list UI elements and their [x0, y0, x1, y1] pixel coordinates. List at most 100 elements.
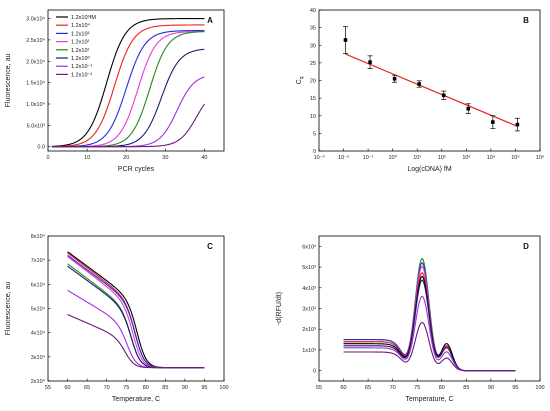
data-point: [343, 38, 348, 42]
x-tick-label-B: 10²: [438, 155, 446, 161]
y-tick-label-D: 6x10³: [302, 244, 316, 250]
y-tick-label-A: 3.0x10⁴: [26, 16, 46, 23]
panel-letter-D: D: [523, 242, 529, 251]
chart-panel-B: 10⁻³ 10⁻² 10⁻¹ 10⁰ 10¹ 10² 10³ 10⁴ 10⁵ 10⁶ 0 5 10 15 2…: [296, 8, 544, 173]
x-tick-label-D: 95: [512, 385, 518, 391]
x-tick-label-D: 90: [488, 385, 494, 391]
x-tick-label-C: 70: [104, 385, 110, 391]
y-tick-label-B: 10: [310, 114, 316, 120]
panel-letter-A: A: [207, 16, 213, 25]
y-tick-label-A: 2.0x10⁴: [26, 58, 46, 65]
plot-frame-B: [318, 9, 541, 152]
x-tick-label-D: 75: [414, 385, 420, 391]
x-tick-label-A: 0: [46, 155, 49, 161]
legend-label: 1.2x10⁻²: [71, 72, 92, 78]
series-line-8: [67, 314, 205, 369]
y-tick-label-C: 6x10⁴: [31, 281, 46, 288]
chart-panel-C: 55 60 65 70 75 80 85 90 95 100 2x10⁴ 3x10⁴ 4x10⁴ 5x10…: [5, 233, 229, 403]
data-point: [392, 76, 397, 81]
fit-line: [345, 53, 518, 127]
x-tick-label-B: 10⁰: [389, 154, 398, 161]
panel-letter-B: B: [523, 16, 529, 25]
legend-label: 1.2x10⁰: [71, 55, 91, 62]
series-line-2: [51, 24, 205, 148]
x-tick-label-D: 60: [340, 385, 346, 391]
y-tick-label-D: 2x10³: [302, 327, 316, 333]
x-axis-label-C: Temperature, C: [112, 396, 160, 403]
y-tick-label-B: 20: [310, 79, 316, 85]
x-tick-label-C: 95: [201, 385, 207, 391]
data-point: [417, 82, 421, 86]
x-axis-label-D: Temperature, C: [405, 396, 453, 403]
x-tick-label-C: 60: [64, 385, 70, 391]
x-tick-label-A: 40: [201, 155, 207, 161]
chart-panel-D: 55 60 65 70 75 80 85 90 95 100 0 1x10³ 2x10³ 3x10³ 4x1…: [276, 235, 545, 403]
panel-letter-C: C: [207, 242, 213, 251]
y-tick-label-C: 8x10⁴: [31, 233, 46, 240]
legend-label: 1.2x10²: [71, 40, 90, 46]
x-tick-label-C: 55: [45, 385, 51, 391]
series-line-5: [343, 275, 516, 372]
y-axis-label-subscript-B: q: [299, 76, 305, 79]
y-tick-label-C: 4x10⁴: [31, 330, 46, 337]
y-tick-label-B: 15: [310, 96, 316, 102]
y-tick-label-A: 1.0x10⁴: [26, 101, 46, 108]
x-tick-label-C: 65: [84, 385, 90, 391]
y-tick-label-B: 25: [310, 61, 316, 67]
x-tick-label-B: 10⁻²: [338, 155, 349, 161]
data-point: [515, 122, 520, 127]
y-axis-label-C: Fluorescence, au: [5, 282, 12, 336]
x-tick-label-B: 10⁻¹: [363, 155, 374, 161]
x-tick-label-B: 10⁵: [511, 154, 519, 161]
legend-label: 1.2x10¹: [71, 48, 90, 54]
x-axis-label-A: PCR cycles: [118, 166, 155, 173]
series-line-7: [51, 76, 205, 148]
series-line-8: [343, 321, 516, 372]
y-axis-label-B: Cq: [296, 76, 305, 84]
x-tick-label-B: 10⁴: [487, 154, 496, 161]
y-tick-label-B: 0: [313, 149, 316, 155]
x-tick-label-D: 100: [535, 385, 544, 391]
y-tick-label-A: 0.0: [37, 145, 45, 151]
y-tick-label-D: 4x10³: [302, 286, 316, 292]
legend-label: 1.2x10³: [71, 31, 90, 37]
x-tick-label-D: 70: [390, 385, 396, 391]
y-tick-label-C: 7x10⁴: [31, 257, 46, 264]
data-point: [441, 93, 446, 98]
legend-label: 1.2x10⁴: [71, 22, 91, 29]
x-tick-label-A: 20: [123, 155, 129, 161]
y-tick-label-B: 5: [313, 131, 316, 137]
x-tick-label-A: 10: [84, 155, 90, 161]
y-tick-label-B: 35: [310, 26, 316, 32]
legend-label: 1.2x10⁵fM: [71, 14, 96, 21]
y-axis-label-D: -d(RFU/dt): [276, 292, 283, 325]
x-tick-label-C: 90: [182, 385, 188, 391]
y-tick-label-D: 3x10³: [302, 307, 316, 313]
series-line-6: [67, 265, 205, 369]
y-tick-label-D: 1x10³: [302, 348, 316, 354]
y-tick-label-A: 2.5x10⁴: [26, 37, 46, 44]
y-tick-label-A: 5.0x10³: [27, 123, 46, 129]
chart-panel-A: 0 10 20 30 40 0.0 5.0x10³ 1.0x10⁴ 1.5x10⁴ 2.0x10⁴…: [5, 0, 225, 173]
y-tick-label-D: 5x10³: [302, 265, 316, 271]
x-tick-label-B: 10⁶: [536, 154, 544, 161]
x-tick-label-C: 80: [143, 385, 149, 391]
y-tick-label-C: 3x10⁴: [31, 354, 46, 361]
x-tick-label-B: 10¹: [413, 155, 421, 161]
x-tick-label-D: 80: [439, 385, 445, 391]
series-line-1: [51, 18, 205, 147]
x-axis-label-B: Log(cDNA) fM: [407, 166, 452, 173]
x-tick-label-C: 75: [123, 385, 129, 391]
y-tick-label-A: 1.5x10⁴: [26, 80, 46, 87]
y-tick-label-B: 40: [310, 8, 316, 14]
x-tick-label-B: 10³: [462, 155, 470, 161]
y-tick-label-D: 0: [313, 369, 316, 375]
y-tick-label-B: 30: [310, 43, 316, 49]
x-tick-label-D: 55: [316, 385, 322, 391]
x-tick-label-A: 30: [162, 155, 168, 161]
y-axis-label-A: Fluorescence, au: [5, 54, 12, 108]
y-tick-label-C: 5x10⁴: [31, 306, 46, 313]
data-point: [466, 106, 471, 111]
plot-frame-A: [47, 9, 225, 152]
x-tick-label-D: 85: [463, 385, 469, 391]
